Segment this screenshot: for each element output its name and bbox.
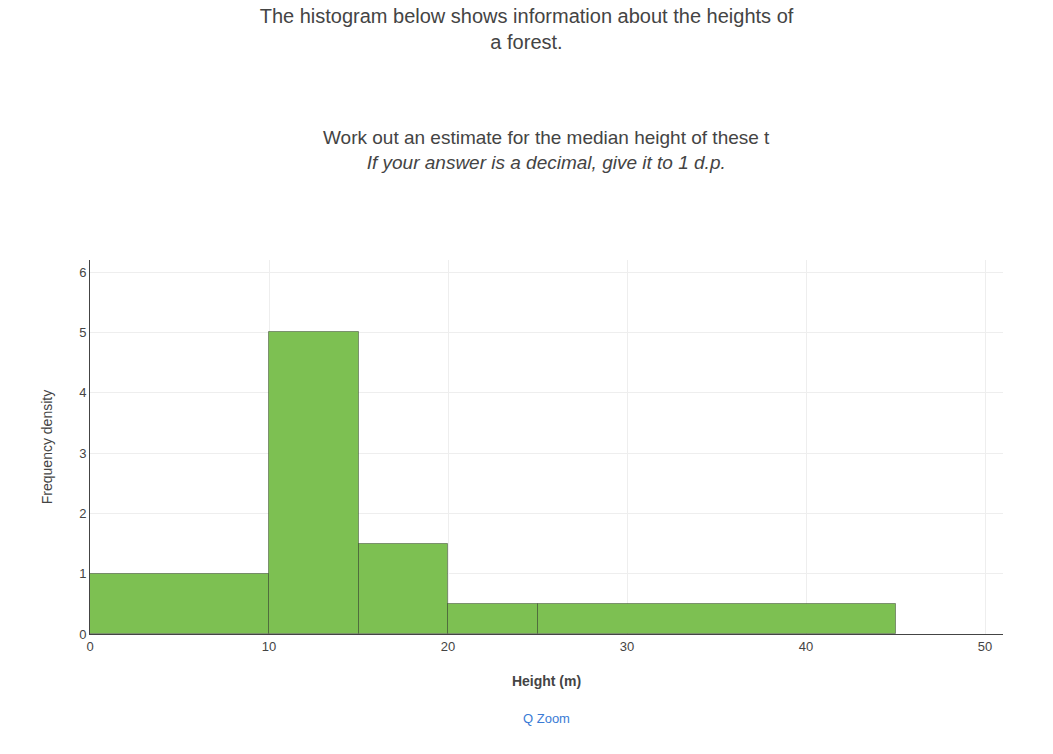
svg-text:40: 40 (799, 639, 813, 654)
svg-text:5: 5 (79, 325, 86, 340)
svg-text:Frequency density: Frequency density (39, 390, 55, 504)
svg-text:1: 1 (79, 566, 86, 581)
svg-text:Work out an estimate for the m: Work out an estimate for the median heig… (323, 127, 770, 173)
svg-text:The histogram below shows info: The histogram below shows information ab… (260, 5, 794, 53)
svg-text:50: 50 (978, 639, 992, 654)
svg-text:3: 3 (79, 446, 86, 461)
svg-text:2: 2 (79, 506, 86, 521)
svg-text:0: 0 (86, 639, 93, 654)
svg-text:Q Zoom: Q Zoom (523, 711, 570, 726)
svg-text:4: 4 (79, 385, 86, 400)
svg-text:30: 30 (620, 639, 634, 654)
svg-text:20: 20 (441, 639, 455, 654)
svg-text:10: 10 (262, 639, 276, 654)
svg-text:Height (m): Height (m) (512, 673, 581, 689)
svg-text:6: 6 (79, 265, 86, 280)
svg-text:0: 0 (79, 627, 86, 642)
